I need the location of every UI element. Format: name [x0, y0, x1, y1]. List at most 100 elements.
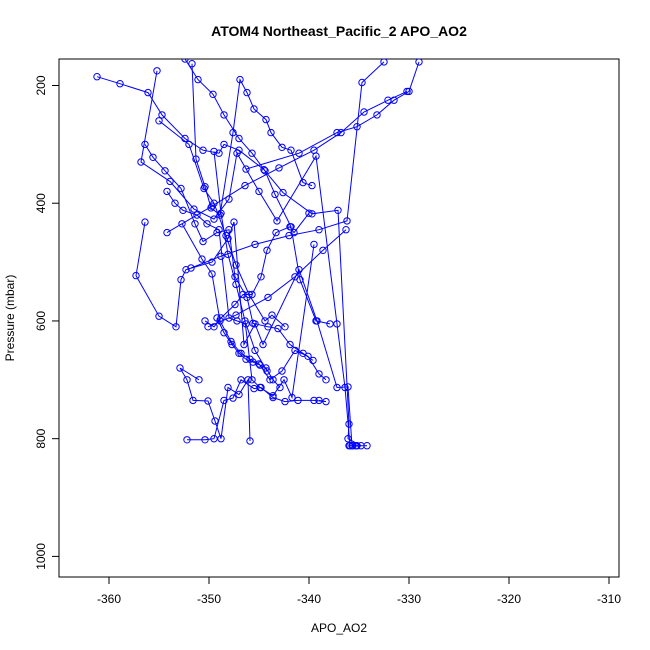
data-point — [166, 177, 174, 186]
series-line-12 — [158, 120, 286, 328]
data-point — [278, 143, 286, 152]
series-line-15 — [166, 90, 408, 234]
data-point — [319, 246, 327, 255]
data-point — [262, 115, 270, 124]
data-point — [278, 367, 286, 375]
data-point — [210, 435, 218, 443]
x-axis: -360 -350 -340 -330 -320 -310 — [97, 576, 621, 606]
data-point — [242, 165, 250, 173]
data-point — [185, 140, 193, 149]
data-point — [230, 218, 238, 226]
data-point — [275, 164, 283, 172]
data-point — [231, 300, 239, 309]
data-point — [176, 364, 184, 372]
data-point — [264, 323, 272, 331]
data-point — [183, 436, 191, 444]
data-point — [161, 167, 169, 175]
data-point — [405, 87, 413, 96]
data-point — [264, 293, 272, 302]
data-point — [287, 146, 295, 154]
data-point — [288, 393, 296, 402]
data-point — [183, 376, 191, 384]
series-group — [93, 59, 423, 450]
data-point — [227, 337, 235, 346]
x-axis-label: APO_AO2 — [311, 621, 367, 635]
data-point — [194, 75, 202, 84]
data-point — [233, 149, 241, 157]
data-point — [158, 111, 166, 119]
data-point — [149, 153, 157, 162]
data-point — [360, 108, 368, 116]
data-point — [225, 314, 233, 322]
data-point — [191, 220, 199, 228]
data-point — [251, 346, 259, 355]
data-point — [255, 187, 263, 196]
series-line-6 — [204, 212, 310, 328]
y-tick-label: 800 — [34, 428, 48, 448]
data-point — [141, 218, 149, 226]
data-point — [315, 226, 323, 234]
data-point — [222, 231, 230, 240]
data-point — [315, 370, 323, 378]
data-point — [267, 128, 275, 137]
x-tick-label: -310 — [597, 592, 621, 606]
data-point — [384, 96, 392, 104]
data-point — [273, 217, 281, 225]
data-point — [272, 228, 280, 237]
data-point — [235, 390, 243, 399]
data-point — [256, 361, 264, 369]
data-point — [190, 205, 198, 213]
data-point — [224, 383, 232, 392]
y-axis-label: Pressure (mbar) — [3, 275, 17, 362]
data-point — [228, 340, 236, 349]
data-point — [280, 376, 288, 384]
data-point — [189, 396, 197, 405]
data-point — [358, 78, 366, 87]
data-point — [256, 383, 264, 392]
x-tick-label: -340 — [297, 592, 321, 606]
data-point — [310, 240, 318, 249]
y-axis: 200 400 600 800 1000 — [34, 75, 60, 570]
data-point — [137, 158, 145, 166]
data-point — [225, 226, 233, 234]
data-point — [333, 320, 341, 328]
data-point — [236, 75, 244, 84]
data-point — [203, 220, 211, 228]
data-point — [242, 320, 250, 328]
x-tick-label: -350 — [197, 592, 221, 606]
data-point — [257, 273, 265, 281]
data-point — [286, 340, 294, 349]
data-point — [262, 364, 270, 372]
y-tick-label: 600 — [34, 311, 48, 331]
data-point — [179, 206, 187, 215]
data-point — [231, 273, 239, 281]
data-point — [210, 215, 218, 223]
data-point — [215, 226, 223, 234]
data-point — [308, 181, 316, 190]
series-line-7 — [213, 151, 315, 400]
data-point — [246, 437, 254, 445]
data-point — [310, 396, 318, 405]
data-point — [248, 149, 256, 157]
data-point — [310, 146, 318, 154]
data-point — [269, 376, 277, 384]
data-point — [291, 273, 299, 281]
data-point — [181, 59, 189, 63]
data-point — [163, 187, 171, 196]
data-point — [208, 270, 216, 278]
data-point — [232, 311, 240, 319]
data-point — [312, 317, 320, 325]
data-point — [380, 59, 388, 66]
data-point — [210, 147, 218, 156]
data-point — [232, 261, 240, 269]
data-point — [144, 88, 152, 97]
data-point — [204, 397, 212, 405]
series-line-14 — [245, 61, 420, 170]
data-point — [268, 311, 276, 319]
data-point — [220, 111, 228, 119]
data-point — [276, 383, 284, 392]
data-point — [337, 128, 345, 137]
data-point — [201, 436, 209, 444]
series-line-17 — [207, 229, 347, 328]
data-point — [295, 149, 303, 157]
